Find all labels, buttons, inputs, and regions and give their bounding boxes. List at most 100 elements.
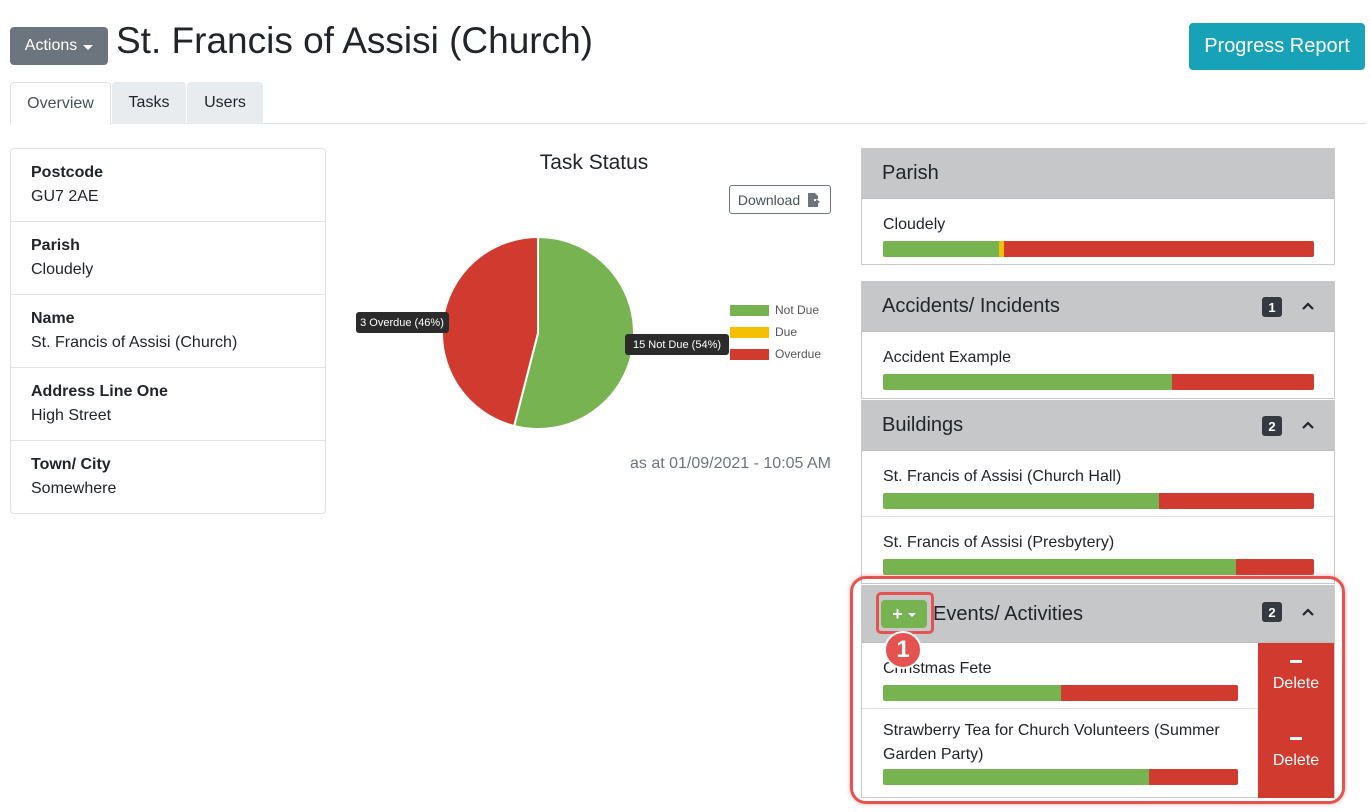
minus-icon (1290, 659, 1302, 663)
parish-panel: Parish Cloudely (861, 148, 1335, 265)
progress-bar (883, 493, 1314, 509)
export-file-icon (808, 192, 821, 207)
bar-segment-not-due (883, 241, 1000, 257)
as-at-timestamp: as at 01/09/2021 - 10:05 AM (629, 455, 831, 472)
panel-title: Buildings (882, 414, 964, 436)
not-due-data-label-group: 15 Not Due (54%) (625, 334, 729, 355)
accidents-panel-header[interactable]: Accidents/ Incidents 1 (862, 282, 1334, 332)
events-panel: + Events/ Activities 2 Christmas Fete De… (861, 585, 1335, 798)
details-card: Postcode GU7 2AE Parish Cloudely Name St… (10, 148, 326, 514)
count-badge: 2 (1262, 416, 1282, 436)
step-number-badge: 1 (884, 631, 922, 669)
detail-name: Name St. Francis of Assisi (Church) (11, 295, 325, 368)
detail-label: Name (31, 310, 75, 327)
tab-tasks[interactable]: Tasks (112, 82, 186, 124)
progress-bar (883, 685, 1238, 701)
legend-swatch-due (730, 327, 769, 338)
plus-icon: + (892, 603, 903, 624)
delete-label: Delete (1272, 752, 1320, 769)
list-item[interactable]: Accident Example (862, 332, 1334, 398)
legend-swatch-overdue (730, 349, 769, 360)
events-panel-header[interactable]: + Events/ Activities 2 (862, 586, 1334, 643)
detail-value: GU7 2AE (31, 188, 99, 205)
bar-segment-not-due (883, 559, 1237, 575)
delete-button[interactable]: Delete (1258, 643, 1334, 709)
overdue-data-label: 3 Overdue (46%) (360, 317, 444, 329)
download-button[interactable]: Download (729, 185, 831, 214)
minus-icon (1290, 737, 1302, 740)
list-item[interactable]: Cloudely (862, 199, 1334, 265)
legend-swatch-not-due (730, 305, 769, 316)
overdue-data-label-group: 3 Overdue (46%) (356, 312, 449, 333)
bar-segment-not-due (883, 493, 1159, 509)
not-due-data-label: 15 Not Due (54%) (633, 339, 721, 351)
legend-label-due: Due (775, 325, 797, 339)
bar-segment-overdue (1158, 493, 1314, 509)
bar-segment-not-due (883, 685, 1061, 701)
task-status-pie-chart: 3 Overdue (46%) 15 Not Due (54%) Not Due… (356, 235, 821, 430)
highlight-frame (850, 576, 1345, 804)
bar-segment-not-due (883, 374, 1172, 390)
item-label: Accident Example (883, 349, 1012, 366)
detail-value: St. Francis of Assisi (Church) (31, 334, 238, 351)
add-event-dropdown-button[interactable]: + (881, 600, 927, 628)
tab-bar: Overview Tasks Users (10, 82, 1366, 125)
actions-label: Actions (24, 37, 78, 54)
panel-title: Accidents/ Incidents (882, 295, 1060, 317)
progress-report-button[interactable]: Progress Report (1189, 23, 1365, 70)
accidents-panel: Accidents/ Incidents 1 Accident Example (861, 281, 1335, 399)
highlight-add-button-frame (876, 592, 934, 634)
chevron-up-icon[interactable] (1302, 419, 1314, 431)
list-item[interactable]: Christmas Fete Delete (862, 643, 1334, 709)
parish-panel-header: Parish (862, 149, 1334, 199)
panel-title: Events/ Activities (933, 602, 1084, 625)
item-label: Strawberry Tea for Church Volunteers (Su… (883, 722, 1220, 763)
buildings-panel: Buildings 2 St. Francis of Assisi (Churc… (861, 400, 1335, 584)
chevron-up-icon[interactable] (1302, 606, 1314, 618)
detail-label: Postcode (31, 164, 104, 181)
list-item[interactable]: St. Francis of Assisi (Church Hall) (862, 451, 1334, 517)
caret-down-icon (907, 613, 916, 617)
item-label: St. Francis of Assisi (Church Hall) (883, 468, 1122, 485)
bar-segment-overdue (1171, 374, 1314, 390)
detail-parish: Parish Cloudely (11, 222, 325, 295)
download-label: Download (737, 191, 801, 208)
bar-segment-due (999, 241, 1004, 257)
chart-legend: Not Due Due Overdue (730, 303, 821, 361)
page-title: St. Francis of Assisi (Church) (116, 20, 594, 61)
chart-title: Task Status (539, 151, 649, 174)
tab-overview[interactable]: Overview (10, 82, 111, 125)
detail-value: High Street (31, 407, 112, 424)
detail-value: Somewhere (31, 480, 117, 497)
bar-segment-not-due (883, 769, 1150, 785)
detail-value: Cloudely (31, 261, 94, 278)
list-item[interactable]: Strawberry Tea for Church Volunteers (Su… (862, 709, 1334, 798)
count-badge: 2 (1262, 602, 1282, 622)
progress-bar (883, 769, 1238, 785)
list-item[interactable]: St. Francis of Assisi (Presbytery) (862, 517, 1334, 583)
detail-postcode: Postcode GU7 2AE (11, 149, 325, 222)
delete-label: Delete (1272, 674, 1320, 692)
bar-segment-overdue (1060, 685, 1238, 701)
panel-title: Parish (882, 162, 939, 184)
chevron-up-icon[interactable] (1302, 300, 1314, 312)
tab-users[interactable]: Users (187, 82, 263, 124)
detail-label: Town/ City (31, 456, 111, 473)
progress-bar (883, 559, 1314, 575)
bar-segment-overdue (1149, 769, 1238, 785)
detail-address-line-one: Address Line One High Street (11, 368, 325, 441)
detail-label: Parish (31, 237, 80, 254)
item-label: St. Francis of Assisi (Presbytery) (883, 534, 1115, 551)
item-label: Cloudely (883, 216, 946, 233)
buildings-panel-header[interactable]: Buildings 2 (862, 401, 1334, 451)
progress-bar (883, 374, 1314, 390)
detail-town-city: Town/ City Somewhere (11, 441, 325, 514)
legend-label-not-due: Not Due (775, 303, 819, 317)
delete-button[interactable]: Delete (1258, 709, 1334, 798)
count-badge: 1 (1262, 297, 1282, 317)
legend-label-overdue: Overdue (775, 347, 821, 361)
caret-down-icon (83, 44, 94, 50)
actions-dropdown-button[interactable]: Actions (10, 27, 108, 65)
detail-label: Address Line One (31, 383, 168, 400)
progress-bar (883, 241, 1314, 257)
